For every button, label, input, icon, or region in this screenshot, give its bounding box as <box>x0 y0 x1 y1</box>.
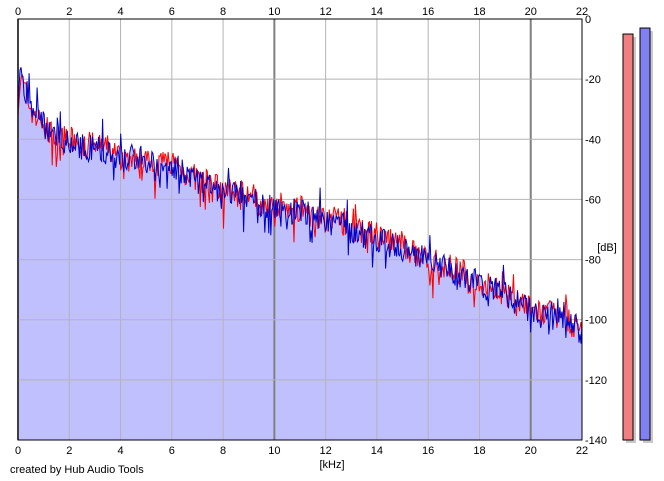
x-tick-bottom-label: 6 <box>169 445 175 457</box>
x-tick-bottom-label: 16 <box>422 445 434 457</box>
x-tick-bottom-label: 14 <box>371 445 383 457</box>
x-tick-top-label: 22 <box>576 6 588 18</box>
y-axis-ticks: 0 -20 -40 -60 -80 -100 -120 -140 <box>585 14 607 447</box>
x-tick-bottom-label: 22 <box>576 445 588 457</box>
x-tick-top-label: 12 <box>320 6 332 18</box>
x-tick-bottom-label: 4 <box>117 445 123 457</box>
x-tick-bottom-label: 8 <box>220 445 226 457</box>
x-tick-top-label: 4 <box>117 6 123 18</box>
series-line-0 <box>17 73 583 338</box>
x-tick-top-label: 8 <box>220 6 226 18</box>
x-axis-label: [kHz] <box>319 459 344 471</box>
x-tick-top-label: 14 <box>371 6 383 18</box>
y-tick-label: -20 <box>585 74 601 86</box>
x-tick-bottom-label: 12 <box>320 445 332 457</box>
x-tick-top-label: 6 <box>169 6 175 18</box>
y-tick-label: -100 <box>585 315 607 327</box>
x-axis-top-ticks: 0 2 4 6 8 10 12 14 16 18 20 22 <box>15 6 588 18</box>
level-meters <box>622 27 653 444</box>
y-axis-label: [dB] <box>597 242 617 254</box>
y-tick-label: -80 <box>585 255 601 267</box>
plot-frame <box>17 18 583 441</box>
y-tick-label: -120 <box>585 375 607 387</box>
spectrum-series <box>17 67 583 344</box>
x-tick-top-label: 0 <box>15 6 21 18</box>
level-meter-0 <box>622 33 634 441</box>
footer-credit: created by Hub Audio Tools <box>10 464 144 476</box>
y-tick-label: 0 <box>585 14 591 26</box>
x-tick-top-label: 20 <box>525 6 537 18</box>
x-tick-top-label: 10 <box>268 6 280 18</box>
x-tick-top-label: 16 <box>422 6 434 18</box>
x-tick-bottom-label: 2 <box>66 445 72 457</box>
x-tick-bottom-label: 20 <box>525 445 537 457</box>
x-tick-top-label: 2 <box>66 6 72 18</box>
x-tick-bottom-label: 18 <box>473 445 485 457</box>
series-line-1 <box>17 67 583 344</box>
x-tick-top-label: 18 <box>473 6 485 18</box>
level-meter-1 <box>639 27 651 441</box>
plot-border <box>17 18 583 441</box>
x-axis-bottom-ticks: 0 2 4 6 8 10 12 14 16 18 20 22 <box>15 445 588 457</box>
y-tick-label: -40 <box>585 134 601 146</box>
y-tick-label: -60 <box>585 194 601 206</box>
x-tick-bottom-label: 0 <box>15 445 21 457</box>
x-tick-bottom-label: 10 <box>268 445 280 457</box>
y-tick-label: -140 <box>585 435 607 447</box>
